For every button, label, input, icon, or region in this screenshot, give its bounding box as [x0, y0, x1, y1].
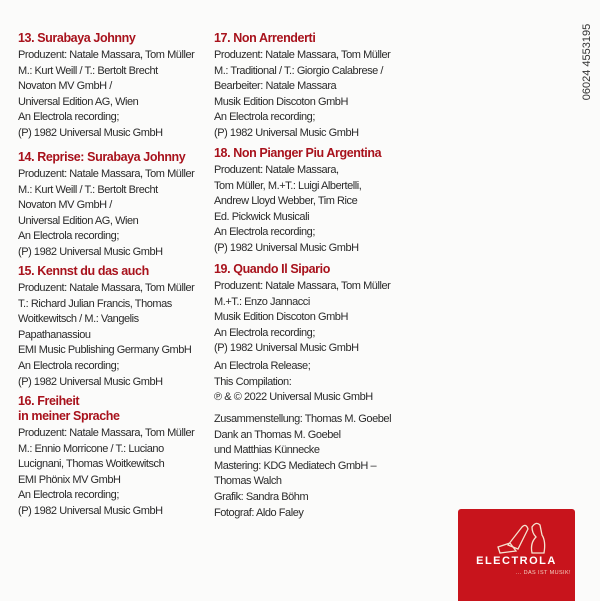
track-17: 17. Non Arrenderti Produzent: Natale Mas…	[214, 31, 404, 142]
credit-line: Produzent: Natale Massara, Tom Müller	[214, 49, 391, 61]
track-16: 16. Freiheit in meiner Sprache Produzent…	[18, 394, 208, 520]
credit-line: Produzent: Natale Massara, Tom Müller	[18, 427, 195, 439]
credit-line: (P) 1982 Universal Music GmbH	[214, 241, 359, 254]
credit-line: (P) 1982 Universal Music GmbH	[214, 126, 359, 139]
logo-slogan: ... DAS IST MUSIK!	[515, 570, 571, 576]
track-title: 13. Surabaya Johnny	[18, 31, 136, 45]
track-19: 19. Quando Il Sipario Produzent: Natale …	[214, 262, 404, 357]
credit-line: Produzent: Natale Massara, Tom Müller	[214, 280, 391, 292]
credit-line: M.: Ennio Morricone / T.: Luciano	[18, 442, 164, 455]
credit-line: Mastering: KDG Mediatech GmbH –	[214, 459, 377, 472]
credit-line: (P) 1982 Universal Music GmbH	[18, 126, 163, 139]
credit-line: Universal Edition AG, Wien	[18, 95, 139, 108]
credit-line: An Electrola recording;	[214, 111, 315, 124]
credit-line: Produzent: Natale Massara,	[214, 164, 339, 176]
credit-line: (P) 1982 Universal Music GmbH	[18, 375, 163, 388]
release-line: ℗ & © 2022 Universal Music GmbH	[214, 391, 373, 404]
credit-line: Universal Edition AG, Wien	[18, 214, 139, 227]
credit-line: Novaton MV GmbH /	[18, 199, 112, 212]
track-13: 13. Surabaya Johnny Produzent: Natale Ma…	[18, 31, 208, 142]
credit-line: Tom Müller, M.+T.: Luigi Albertelli,	[214, 179, 362, 192]
release-line: An Electrola Release;	[214, 360, 311, 372]
track-title: 18. Non Pianger Piu Argentina	[214, 146, 382, 160]
credit-line: (P) 1982 Universal Music GmbH	[214, 342, 359, 355]
credit-line: EMI Music Publishing Germany GmbH	[18, 344, 192, 357]
track-title: in meiner Sprache	[18, 409, 120, 423]
credit-line: Andrew Lloyd Webber, Tim Rice	[214, 195, 358, 208]
credit-line: M.: Kurt Weill / T.: Bertolt Brecht	[18, 64, 158, 77]
track-15: 15. Kennst du das auch Produzent: Natale…	[18, 264, 208, 390]
credit-line: Musik Edition Discoton GmbH	[214, 311, 348, 324]
credit-line: Papathanassiou	[18, 328, 91, 341]
credit-line: An Electrola recording;	[18, 111, 119, 124]
track-title: 19. Quando Il Sipario	[214, 262, 330, 276]
track-title: 16. Freiheit	[18, 394, 80, 408]
credit-line: Musik Edition Discoton GmbH	[214, 95, 348, 108]
credit-line: Produzent: Natale Massara, Tom Müller	[18, 282, 195, 294]
credit-line: M.: Kurt Weill / T.: Bertolt Brecht	[18, 183, 158, 196]
credit-line: EMI Phönix MV GmbH	[18, 473, 121, 486]
release-line: This Compilation:	[214, 375, 292, 388]
credit-line: An Electrola recording;	[214, 226, 315, 239]
credit-line: T.: Richard Julian Francis, Thomas	[18, 297, 172, 310]
electrola-logo: ELECTROLA ... DAS IST MUSIK!	[458, 509, 575, 601]
credit-line: Novaton MV GmbH /	[18, 80, 112, 93]
credit-line: Fotograf: Aldo Faley	[214, 506, 304, 519]
credit-line: Dank an Thomas M. Goebel	[214, 428, 341, 441]
credit-line: Bearbeiter: Natale Massara	[214, 80, 337, 93]
credit-line: Produzent: Natale Massara, Tom Müller	[18, 49, 195, 61]
credit-line: An Electrola recording;	[18, 359, 119, 372]
credit-line: M.+T.: Enzo Jannacci	[214, 295, 310, 308]
release-info: An Electrola Release; This Compilation: …	[214, 359, 404, 406]
credit-line: Lucignani, Thomas Woitkewitsch	[18, 458, 165, 471]
credit-line: Produzent: Natale Massara, Tom Müller	[18, 168, 195, 180]
credit-line: Woitkewitsch / M.: Vangelis	[18, 313, 139, 326]
logo-brand: ELECTROLA	[476, 555, 557, 567]
production-credits: Zusammenstellung: Thomas M. Goebel Dank …	[214, 412, 404, 521]
track-title: 14. Reprise: Surabaya Johnny	[18, 150, 186, 164]
credit-line: An Electrola recording;	[18, 230, 119, 243]
credit-line: An Electrola recording;	[18, 489, 119, 502]
credit-line: (P) 1982 Universal Music GmbH	[18, 504, 163, 517]
credit-line: und Matthias Künnecke	[214, 444, 320, 457]
credit-line: Zusammenstellung: Thomas M. Goebel	[214, 413, 392, 425]
track-title: 15. Kennst du das auch	[18, 264, 149, 278]
gramophone-dog-icon	[497, 522, 546, 554]
credit-line: An Electrola recording;	[214, 326, 315, 339]
credit-line: M.: Traditional / T.: Giorgio Calabrese …	[214, 64, 384, 77]
credit-line: Thomas Walch	[214, 475, 282, 488]
track-18: 18. Non Pianger Piu Argentina Produzent:…	[214, 146, 404, 257]
credit-line: (P) 1982 Universal Music GmbH	[18, 245, 163, 258]
track-title: 17. Non Arrenderti	[214, 31, 316, 45]
catalog-number: 06024 4553195	[581, 23, 593, 101]
credit-line: Grafik: Sandra Böhm	[214, 490, 309, 503]
credit-line: Ed. Pickwick Musicali	[214, 210, 310, 223]
track-14: 14. Reprise: Surabaya Johnny Produzent: …	[18, 150, 208, 261]
